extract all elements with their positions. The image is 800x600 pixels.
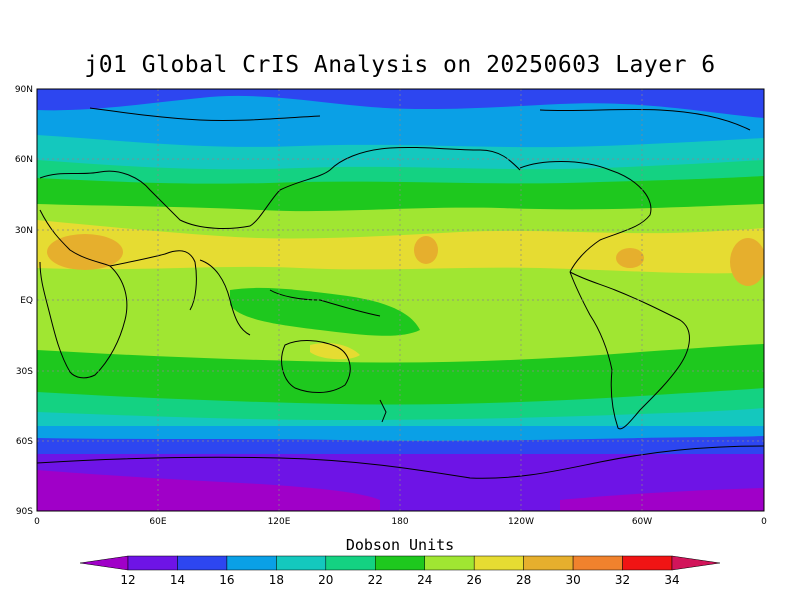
band-30-east — [730, 238, 764, 286]
colorbar-swatch — [127, 555, 178, 571]
colorbar-level-label: 26 — [467, 573, 482, 587]
lon-tick-label: 180 — [391, 517, 408, 527]
colorbar-level-label: 18 — [269, 573, 284, 587]
lon-tick-label: 60E — [149, 517, 166, 527]
lat-tick-label: EQ — [20, 296, 33, 306]
colorbar-level-label: 22 — [368, 573, 383, 587]
colorbar-low-arrow — [79, 555, 129, 571]
colorbar-swatch — [276, 555, 327, 571]
colorbar-level-label: 12 — [120, 573, 135, 587]
colorbar-level-label: 28 — [516, 573, 531, 587]
colorbar-swatch — [226, 555, 277, 571]
band-28-subtropic — [37, 220, 764, 274]
map-title: j01 Global CrIS Analysis on 20250603 Lay… — [84, 52, 716, 78]
coastlines — [37, 107, 764, 479]
colorbar-swatch — [622, 555, 673, 571]
colorbar-swatch — [177, 555, 228, 571]
lon-tick-label: 0 — [761, 517, 767, 527]
lat-tick-label: 30N — [15, 226, 33, 236]
lat-axis: 90N 60N 30N EQ 30S 60S 90S — [15, 85, 33, 517]
colorbar-swatch — [523, 555, 574, 571]
band-12-antarctic-2 — [560, 488, 764, 511]
band-28-south — [310, 343, 360, 360]
colorbar-level-label: 24 — [417, 573, 432, 587]
contour-field — [37, 89, 764, 511]
lon-axis: 0 60E 120E 180 120W 60W 0 — [34, 517, 767, 527]
lon-tick-label: 0 — [34, 517, 40, 527]
colorbar-level-label: 32 — [615, 573, 630, 587]
band-24-north — [37, 176, 764, 212]
band-22-south — [37, 388, 764, 420]
lon-tick-label: 60W — [632, 517, 652, 527]
colorbar-swatch — [424, 555, 475, 571]
colorbar-swatch — [473, 555, 524, 571]
band-14-north — [37, 89, 764, 118]
band-12-antarctic — [37, 470, 380, 511]
lat-tick-label: 90S — [16, 507, 33, 517]
lat-tick-label: 60S — [16, 437, 33, 447]
band-30-africa — [47, 234, 123, 270]
lon-tick-label: 120E — [268, 517, 291, 527]
colorbar-level-label: 30 — [565, 573, 580, 587]
colorbar-high-arrow — [671, 555, 721, 571]
lon-tick-label: 120W — [508, 517, 534, 527]
colorbar-level-label: 14 — [170, 573, 185, 587]
colorbar-level-label: 20 — [318, 573, 333, 587]
lat-tick-label: 90N — [15, 85, 33, 95]
colorbar-level-label: 34 — [664, 573, 679, 587]
lat-tick-label: 30S — [16, 367, 33, 377]
band-30-pacific — [414, 236, 438, 264]
band-30-atlantic — [616, 248, 644, 268]
lat-tick-label: 60N — [15, 155, 33, 165]
colorbar-swatch — [572, 555, 623, 571]
colorbar-level-label: 16 — [219, 573, 234, 587]
band-24-southern — [37, 344, 764, 407]
band-18-north — [37, 135, 764, 176]
colorbar-units-label: Dobson Units — [345, 536, 455, 554]
colorbar: 12 14 16 18 20 22 24 26 28 30 32 34 — [79, 555, 721, 587]
map-frame — [36, 88, 765, 512]
colorbar-swatch — [325, 555, 376, 571]
colorbar-swatch — [375, 555, 425, 571]
gridlines — [37, 89, 764, 511]
